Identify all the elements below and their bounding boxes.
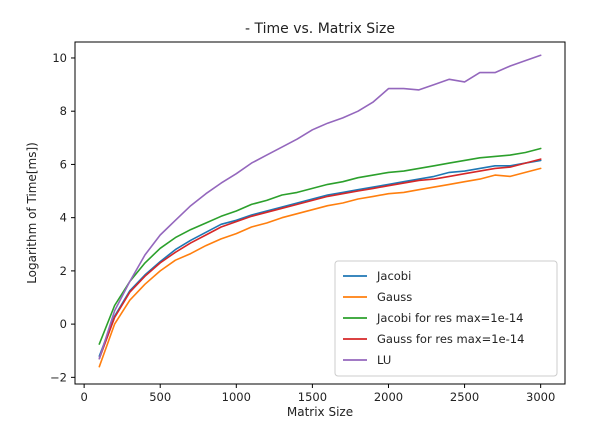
x-tick-label: 2000	[374, 390, 403, 404]
y-tick-label: 8	[60, 104, 67, 118]
axis-ticks: 0 500 1000 1500 2000 2500 3000 −2 0 2 4 6 8 10	[50, 51, 555, 404]
series-line-jacobi	[98, 159, 542, 357]
x-tick-label: 1500	[298, 390, 327, 404]
series-lines	[98, 54, 542, 368]
legend-label: Gauss for res max=1e-14	[377, 332, 524, 346]
series-line-gauss	[98, 167, 542, 368]
series-line-lu	[98, 54, 542, 360]
x-tick-label: 500	[149, 390, 171, 404]
x-tick-label: 1000	[222, 390, 251, 404]
legend-box	[334, 260, 558, 377]
plot-area-frame	[74, 41, 566, 385]
series-line-jacobi-for-res-max-1e-14	[98, 147, 542, 345]
legend-label: Jacobi for res max=1e-14	[376, 311, 523, 325]
x-axis-label: Matrix Size	[287, 405, 353, 419]
series-line-gauss-for-res-max-1e-14	[98, 158, 542, 360]
x-tick-label: 0	[80, 390, 87, 404]
x-tick-label: 2500	[450, 390, 479, 404]
y-tick-label: 4	[60, 211, 67, 225]
legend: Jacobi Gauss Jacobi for res max=1e-14 Gauss…	[334, 260, 558, 377]
legend-label: Gauss	[377, 290, 412, 304]
y-tick-label: 2	[60, 264, 67, 278]
y-axis-label: Logarithm of Time[ms])	[25, 142, 39, 284]
legend-label: Jacobi	[376, 269, 411, 283]
x-tick-label: 3000	[526, 390, 555, 404]
y-tick-label: 0	[60, 317, 67, 331]
chart-title: - Time vs. Matrix Size	[245, 21, 395, 37]
y-tick-label: −2	[50, 370, 67, 384]
legend-label: LU	[377, 353, 391, 367]
y-tick-label: 6	[60, 157, 67, 171]
y-tick-label: 10	[52, 51, 67, 65]
